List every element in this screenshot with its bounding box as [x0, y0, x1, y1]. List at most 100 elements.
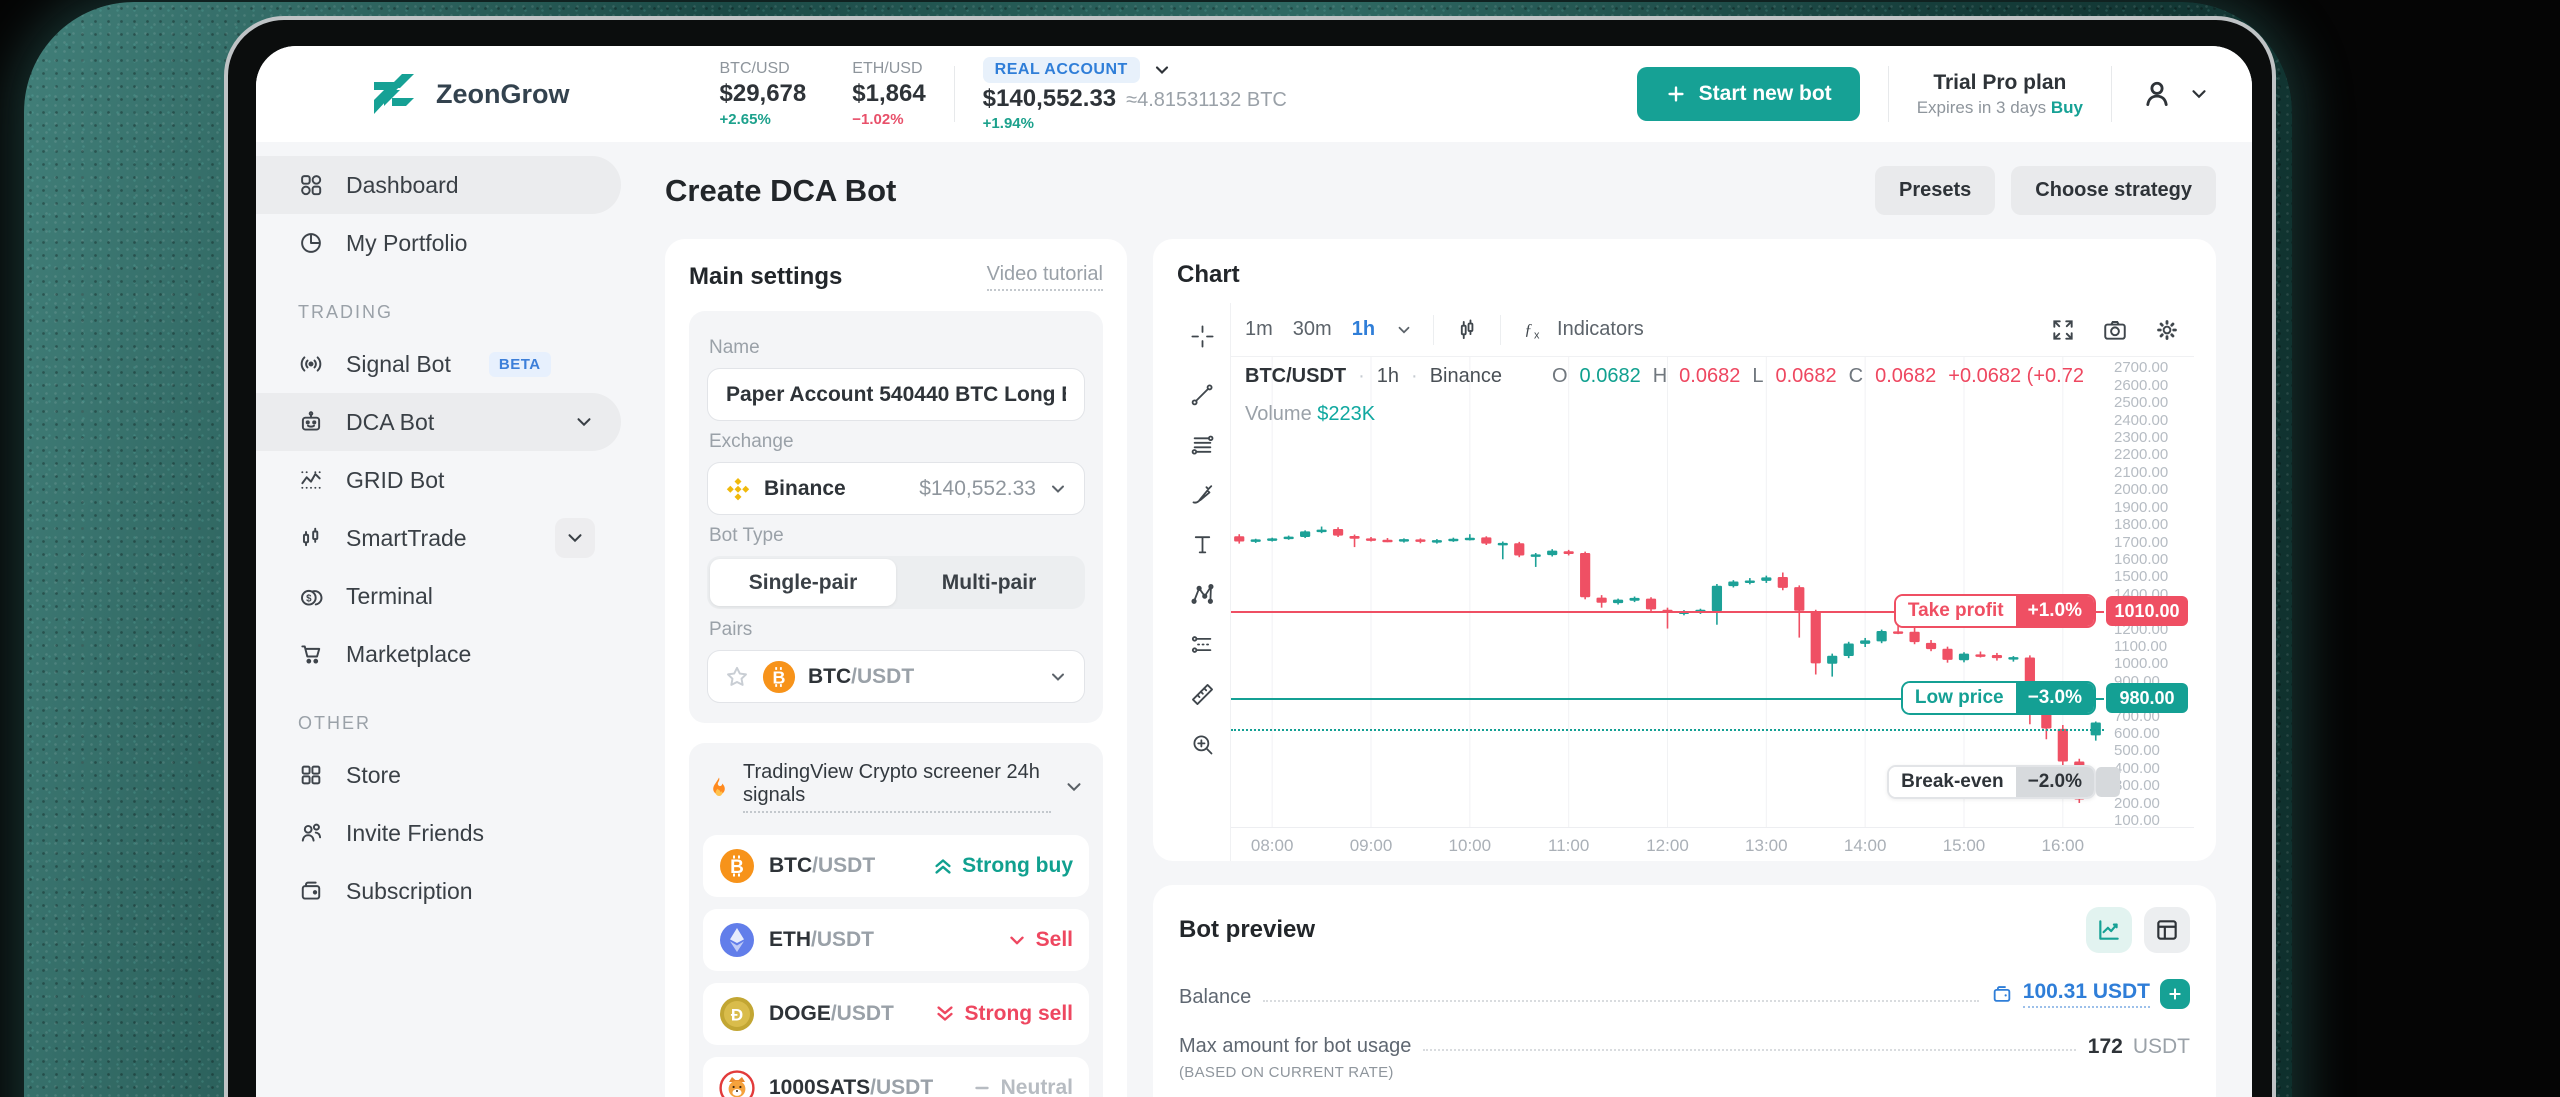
price-axis[interactable]: 1010.00 980.00 2700.00 2600.00 2500.00 2400… [2096, 357, 2194, 829]
chart-interval: 1h [1376, 365, 1400, 387]
sats-coin-icon [719, 1070, 755, 1097]
sidebar-item-marketplace[interactable]: Marketplace [256, 625, 621, 683]
preview-chart-view-button[interactable] [2086, 907, 2132, 953]
beta-badge: BETA [488, 351, 551, 377]
wallet-icon [1991, 983, 2013, 1005]
text-tool-icon[interactable] [1182, 523, 1224, 565]
timeframe-30m[interactable]: 30m [1292, 318, 1332, 340]
time-tick: 09:00 [1349, 836, 1393, 855]
sidebar-item-grid-bot[interactable]: GRID Bot [256, 451, 621, 509]
fullscreen-icon[interactable] [2050, 317, 2076, 343]
sidebar-item-signal-bot[interactable]: Signal Bot BETA [256, 335, 621, 393]
sidebar-item-label: Marketplace [346, 640, 472, 667]
take-profit-line[interactable] [1231, 611, 2104, 614]
bot-name-input[interactable] [707, 368, 1085, 421]
take-profit-pill[interactable]: Take profit +1.0% [1893, 594, 2096, 629]
chevron-down-icon[interactable] [555, 518, 595, 558]
sidebar-item-invite-friends[interactable]: Invite Friends [256, 804, 621, 862]
price-tick: 2200.00 [2114, 446, 2169, 464]
price-tick: 200.00 [2114, 794, 2160, 812]
plan-info: Trial Pro plan Expires in 3 days Buy [1917, 71, 2083, 118]
position-tool-icon[interactable] [1182, 623, 1224, 665]
sidebar-item-dca-bot[interactable]: DCA Bot [256, 393, 621, 451]
sidebar-item-label: Dashboard [346, 171, 459, 198]
ruler-icon[interactable] [1182, 673, 1224, 715]
chart-drawing-toolbar [1175, 303, 1231, 861]
user-menu-chevron-down-icon[interactable] [2188, 83, 2210, 105]
chevron-down-icon[interactable] [573, 411, 595, 433]
zoom-in-icon[interactable] [1182, 723, 1224, 765]
add-funds-button[interactable] [2160, 979, 2190, 1009]
snapshot-camera-icon[interactable] [2102, 317, 2128, 343]
account-balance: $140,552.33 [982, 84, 1117, 112]
timeframe-1h[interactable]: 1h [1351, 318, 1376, 340]
doge-coin-icon: Ð [719, 996, 755, 1032]
video-tutorial-link[interactable]: Video tutorial [986, 263, 1103, 291]
balance-row: Balance 100.31 USDT [1179, 979, 2190, 1009]
presets-button[interactable]: Presets [1875, 166, 1996, 215]
brand-logo[interactable]: ZeonGrow [368, 72, 570, 116]
candle-style-icon[interactable] [1454, 317, 1480, 343]
favorite-star-icon[interactable] [724, 664, 750, 690]
timeframe-1m[interactable]: 1m [1245, 318, 1273, 340]
sidebar-item-label: Subscription [346, 877, 473, 904]
max-amount-sublabel: (BASED ON CURRENT RATE) [1179, 1064, 1394, 1081]
sidebar-item-smarttrade[interactable]: SmartTrade [256, 509, 621, 567]
low-price-pill[interactable]: Low price −3.0% [1900, 681, 2096, 716]
sidebar-item-label: SmartTrade [346, 524, 467, 551]
bot-type-single-pair[interactable]: Single-pair [710, 559, 896, 606]
balance-value-link[interactable]: 100.31 USDT [2022, 980, 2150, 1008]
crosshair-icon[interactable] [1182, 315, 1224, 357]
pair-select[interactable]: B BTC/USDT [707, 650, 1085, 703]
bot-type-segmented-control: Single-pair Multi-pair [707, 556, 1085, 609]
sidebar-item-my-portfolio[interactable]: My Portfolio [256, 214, 621, 272]
account-type-badge[interactable]: REAL ACCOUNT [982, 56, 1140, 83]
pairs-label: Pairs [709, 619, 753, 640]
pair-name: DOGE/USDT [769, 1002, 894, 1025]
brush-icon[interactable] [1182, 473, 1224, 515]
sidebar-item-dashboard[interactable]: Dashboard [256, 156, 621, 214]
start-new-bot-button[interactable]: Start new bot [1636, 67, 1860, 121]
pair-name: ETH/USDT [769, 928, 874, 951]
sidebar: Dashboard My Portfolio TRADING Signal Bot BE… [256, 142, 641, 1097]
chart-settings-gear-icon[interactable] [2154, 317, 2180, 343]
xabcd-pattern-icon[interactable] [1182, 573, 1224, 615]
signal-row-eth-usdt[interactable]: ETH/USDT Sell [703, 909, 1089, 971]
plan-buy-link[interactable]: Buy [2050, 97, 2083, 117]
signals-chevron-down-icon[interactable] [1063, 776, 1085, 798]
bot-type-multi-pair[interactable]: Multi-pair [941, 570, 1037, 594]
low-price-line[interactable] [1231, 698, 2104, 701]
trend-line-icon[interactable] [1182, 373, 1224, 415]
fib-retracement-icon[interactable] [1182, 423, 1224, 465]
chart-exchange: Binance [1429, 365, 1502, 387]
user-avatar-icon[interactable] [2140, 77, 2174, 111]
ticker-change: −1.02% [852, 111, 904, 128]
page-title: Create DCA Bot [665, 172, 897, 208]
sidebar-item-store[interactable]: Store [256, 746, 621, 804]
choose-strategy-button[interactable]: Choose strategy [2011, 166, 2216, 215]
break-even-pill[interactable]: Break-even −2.0% [1887, 764, 2096, 799]
signal-row-doge-usdt[interactable]: Ð DOGE/USDT Strong sell [703, 983, 1089, 1045]
plan-title: Trial Pro plan [1933, 70, 2067, 94]
exchange-select[interactable]: Binance $140,552.33 [707, 462, 1085, 515]
chart-symbol: BTC/USDT [1245, 365, 1347, 387]
signals-title[interactable]: TradingView Crypto screener 24h signals [743, 761, 1051, 813]
top-bar: ZeonGrow BTC/USD $29,678 +2.65% ETH/USD … [256, 46, 2252, 142]
timeframe-chevron-down-icon[interactable] [1395, 321, 1413, 339]
ticker-eth-usd: ETH/USD $1,864 −1.02% [852, 60, 925, 128]
sidebar-item-terminal[interactable]: $ Terminal [256, 567, 621, 625]
preview-table-view-button[interactable] [2144, 907, 2190, 953]
sidebar-item-subscription[interactable]: Subscription [256, 862, 621, 920]
bot-preview-card: Bot preview [1153, 885, 2216, 1097]
signal-row-1000sats-usdt[interactable]: 1000SATS/USDT Neutral [703, 1057, 1089, 1097]
signal-row-btc-usdt[interactable]: B BTC/USDT Strong buy [703, 835, 1089, 897]
account-chevron-down-icon[interactable] [1152, 60, 1172, 80]
time-axis[interactable]: 08:00 09:00 10:00 11:00 12:00 13:00 14:00 15:00… [1231, 827, 2194, 861]
main-settings-title: Main settings [689, 263, 843, 290]
price-tick: 2700.00 [2114, 359, 2169, 377]
price-tick: 2400.00 [2114, 411, 2169, 429]
chart-card: Chart 1m 30m 1h [1153, 239, 2216, 861]
price-tick: 1500.00 [2114, 568, 2169, 586]
